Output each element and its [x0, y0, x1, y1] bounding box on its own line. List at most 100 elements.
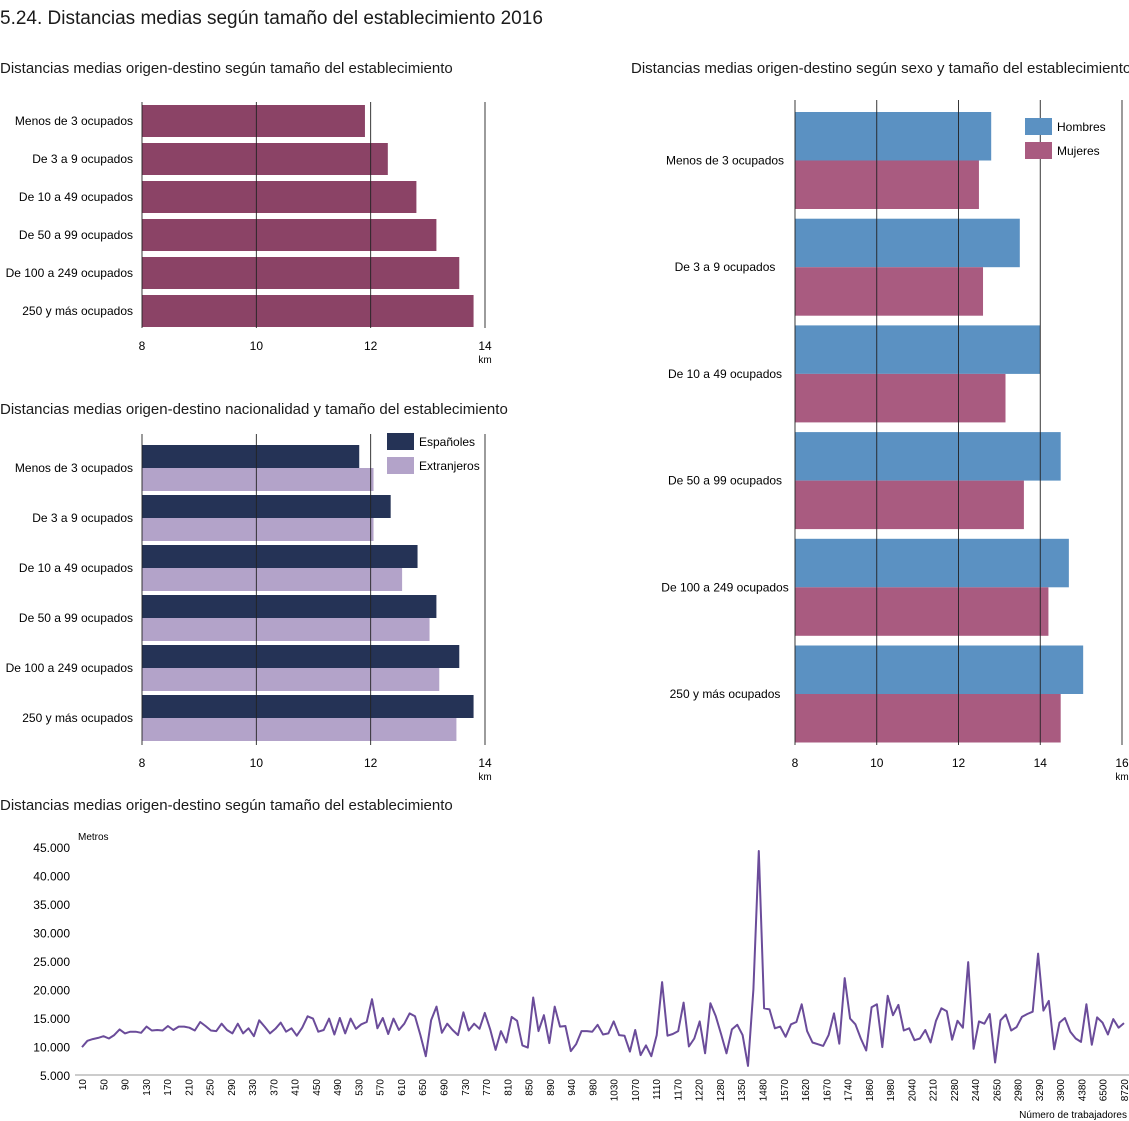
x-tick-label: 2040	[907, 1079, 918, 1102]
chart-sex-bars: Menos de 3 ocupados De 3 a 9 ocupados De 1…	[661, 100, 1129, 783]
page-title: 5.24. Distancias medias según tamaño del…	[0, 8, 543, 29]
chart4-title: Distancias medias origen-destino según t…	[0, 797, 453, 814]
tick-label: 14	[1034, 756, 1048, 770]
x-tick-label: 330	[248, 1079, 259, 1096]
bar	[795, 480, 1024, 530]
bar	[142, 618, 430, 641]
axis-unit: km	[1115, 772, 1128, 783]
x-tick-label: 1740	[844, 1079, 855, 1102]
y-tick-label: 30.000	[33, 927, 70, 941]
tick-label: 14	[478, 339, 492, 353]
x-tick-label: 4380	[1077, 1079, 1088, 1102]
x-tick-label: 1070	[631, 1079, 642, 1102]
bar	[795, 432, 1061, 481]
y-axis-label: Metros	[78, 832, 109, 843]
x-tick-label: 650	[418, 1079, 429, 1096]
bar	[142, 105, 365, 137]
category-label: Menos de 3 ocupados	[666, 154, 784, 168]
bar	[142, 495, 391, 518]
bar	[795, 267, 984, 316]
category-label: De 100 a 249 ocupados	[6, 266, 133, 280]
x-tick-label: 1620	[801, 1079, 812, 1102]
x-tick-label: 690	[440, 1079, 451, 1096]
category-label: 250 y más ocupados	[22, 304, 133, 318]
category-label: De 50 a 99 ocupados	[19, 611, 133, 625]
series-line	[81, 850, 1125, 1067]
category-label: De 50 a 99 ocupados	[19, 228, 133, 242]
x-tick-label: 170	[163, 1079, 174, 1096]
x-tick-label: 10	[78, 1079, 89, 1091]
category-label: Menos de 3 ocupados	[15, 114, 133, 128]
bar	[795, 112, 992, 161]
x-tick-label: 610	[397, 1079, 408, 1096]
x-tick-label: 8720	[1120, 1079, 1129, 1102]
x-tick-label: 530	[354, 1079, 365, 1096]
chart2-title: Distancias medias origen-destino naciona…	[0, 401, 508, 418]
legend-swatch	[1025, 118, 1052, 135]
y-tick-label: 15.000	[33, 1012, 70, 1026]
legend-label: Extranjeros	[419, 459, 480, 473]
x-tick-label: 1220	[695, 1079, 706, 1102]
chart-size-bars: Menos de 3 ocupados De 3 a 9 ocupados De 1…	[6, 102, 492, 366]
x-tick-label: 130	[142, 1079, 153, 1096]
tick-label: 10	[250, 756, 264, 770]
bar	[795, 160, 979, 209]
bar	[142, 143, 388, 175]
x-tick-label: 570	[376, 1079, 387, 1096]
bar	[142, 445, 360, 468]
legend-swatch	[387, 457, 414, 474]
bar	[795, 694, 1061, 743]
tick-label: 14	[478, 756, 492, 770]
category-label: Menos de 3 ocupados	[15, 461, 133, 475]
bar	[795, 538, 1069, 588]
x-tick-label: 210	[184, 1079, 195, 1096]
x-tick-label: 940	[567, 1079, 578, 1096]
bar	[142, 645, 460, 668]
tick-label: 8	[139, 756, 146, 770]
x-tick-label: 2980	[1014, 1079, 1025, 1102]
x-tick-label: 2650	[992, 1079, 1003, 1102]
y-tick-label: 25.000	[33, 955, 70, 969]
x-tick-label: 1280	[716, 1079, 727, 1102]
tick-label: 10	[870, 756, 884, 770]
category-label: De 10 a 49 ocupados	[19, 190, 133, 204]
bar	[142, 468, 374, 491]
legend-label: Hombres	[1057, 120, 1106, 134]
x-tick-label: 1350	[737, 1079, 748, 1102]
legend-label: Mujeres	[1057, 144, 1100, 158]
x-tick-label: 730	[461, 1079, 472, 1096]
bar	[142, 668, 440, 691]
bar	[142, 595, 437, 618]
y-tick-label: 5.000	[40, 1069, 70, 1083]
category-label: De 3 a 9 ocupados	[32, 152, 133, 166]
x-tick-label: 6500	[1099, 1079, 1110, 1102]
chart-nationality-bars: Menos de 3 ocupados De 3 a 9 ocupados De 1…	[6, 433, 492, 783]
y-tick-label: 20.000	[33, 984, 70, 998]
bar	[142, 545, 418, 568]
bar	[142, 181, 417, 213]
x-tick-label: 1110	[652, 1079, 663, 1100]
x-tick-label: 980	[588, 1079, 599, 1096]
x-tick-label: 1860	[865, 1079, 876, 1102]
legend-swatch	[1025, 142, 1052, 159]
x-tick-label: 3900	[1056, 1079, 1067, 1102]
x-tick-label: 2440	[971, 1079, 982, 1102]
x-tick-label: 370	[269, 1079, 280, 1096]
x-tick-label: 770	[482, 1079, 493, 1096]
x-tick-label: 1030	[610, 1079, 621, 1102]
category-label: De 50 a 99 ocupados	[668, 474, 782, 488]
x-tick-label: 90	[121, 1079, 132, 1091]
x-tick-label: 2280	[950, 1079, 961, 1102]
tick-label: 10	[250, 339, 264, 353]
x-tick-label: 450	[312, 1079, 323, 1096]
legend-swatch	[387, 433, 414, 450]
tick-label: 12	[364, 756, 378, 770]
x-tick-label: 1980	[886, 1079, 897, 1102]
x-tick-label: 1670	[822, 1079, 833, 1102]
chart-workers-line: 45.000 40.000 35.000 30.000 25.000 20.000 15.0…	[33, 832, 1129, 1121]
tick-label: 12	[952, 756, 966, 770]
category-label: De 10 a 49 ocupados	[19, 561, 133, 575]
x-tick-label: 1480	[758, 1079, 769, 1102]
x-tick-label: 410	[291, 1079, 302, 1096]
axis-unit: km	[478, 355, 491, 366]
